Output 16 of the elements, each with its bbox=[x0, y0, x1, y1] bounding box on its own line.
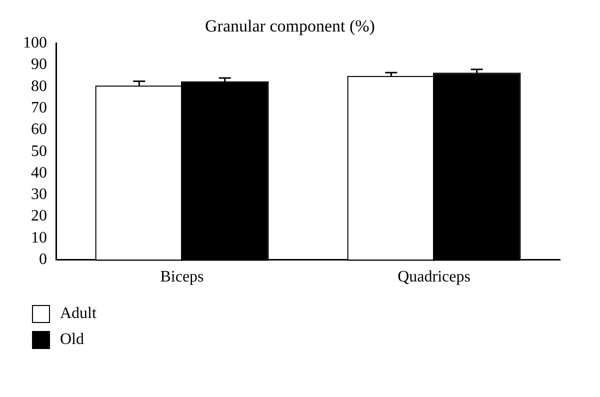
y-tick-label: 30 bbox=[31, 186, 47, 204]
y-tick-label: 50 bbox=[31, 142, 47, 160]
y-tick-label: 20 bbox=[31, 208, 47, 225]
chart-title: Granular component (%) bbox=[205, 16, 375, 36]
y-tick-label: 100 bbox=[23, 34, 47, 52]
y-tick-label: 0 bbox=[39, 251, 47, 268]
y-tick-label: 10 bbox=[31, 229, 47, 246]
y-tick-label: 90 bbox=[31, 56, 47, 74]
y-tick-label: 80 bbox=[31, 78, 47, 95]
text: Adult bbox=[60, 304, 96, 324]
x-tick-label: Biceps bbox=[160, 268, 204, 286]
x-tick-label: Quadriceps bbox=[398, 268, 470, 286]
y-tick-label: 70 bbox=[31, 100, 47, 117]
y-tick-label: 40 bbox=[31, 164, 47, 182]
legend-label: Old bbox=[60, 330, 84, 350]
y-tick-label: 60 bbox=[31, 121, 47, 138]
